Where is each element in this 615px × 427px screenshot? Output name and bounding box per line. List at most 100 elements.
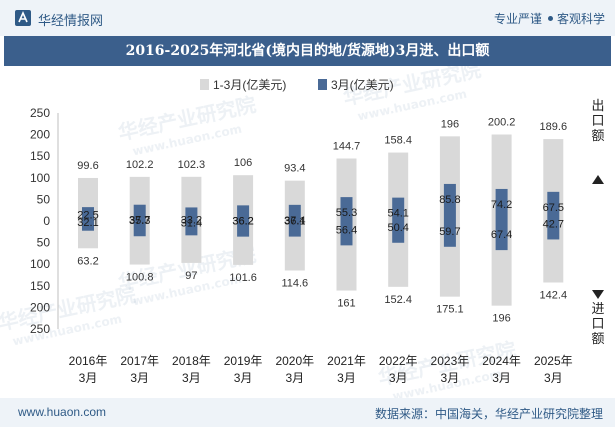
label-month-import: 36.1 bbox=[284, 216, 305, 228]
down-arrow-icon bbox=[592, 290, 604, 299]
separator-dot-icon bbox=[547, 16, 553, 22]
x-category-year: 2023年 bbox=[431, 354, 470, 368]
x-category-year: 2024年 bbox=[482, 354, 521, 368]
label-ytd-import: 114.6 bbox=[281, 278, 308, 290]
tag-objective: 客观科学 bbox=[556, 12, 605, 26]
label-ytd-export: 189.6 bbox=[540, 121, 568, 133]
label-month-import: 59.7 bbox=[439, 226, 460, 238]
header-tags: 专业严谨 客观科学 bbox=[494, 10, 605, 27]
bar-month bbox=[237, 205, 250, 237]
label-month-export: 67.5 bbox=[543, 202, 564, 214]
label-month-export: 32.1 bbox=[77, 217, 98, 229]
label-ytd-export: 144.7 bbox=[333, 140, 361, 152]
huajing-logo-icon bbox=[15, 10, 31, 26]
label-month-import: 22.5 bbox=[77, 210, 98, 222]
label-month-import: 56.4 bbox=[336, 224, 357, 236]
bar-month bbox=[82, 207, 94, 231]
bar-month bbox=[495, 188, 508, 251]
label-ytd-export: 93.4 bbox=[284, 163, 305, 175]
label-month-export: 36.2 bbox=[232, 215, 253, 227]
legend-swatch-month bbox=[318, 79, 327, 90]
y-tick-label: 100 bbox=[30, 257, 50, 271]
bar-month bbox=[288, 204, 301, 237]
export-side-label: 出 bbox=[591, 98, 604, 113]
top-header: 华经情报网 专业严谨 客观科学 bbox=[0, 0, 615, 36]
up-arrow-icon bbox=[592, 175, 604, 184]
label-month-export: 37.4 bbox=[284, 215, 305, 227]
footer-website: www.huaon.com bbox=[18, 405, 107, 419]
label-ytd-import: 152.4 bbox=[384, 294, 412, 306]
x-category-year: 2019年 bbox=[224, 354, 263, 368]
label-month-export: 85.8 bbox=[439, 194, 460, 206]
legend-label-ytd: 1-3月(亿美元) bbox=[213, 77, 286, 92]
label-ytd-export: 102.2 bbox=[126, 159, 154, 171]
legend-label-month: 3月(亿美元) bbox=[331, 77, 394, 92]
label-ytd-import: 97 bbox=[185, 270, 197, 282]
label-month-import: 35.3 bbox=[129, 215, 150, 227]
y-tick-label: 250 bbox=[30, 106, 50, 120]
x-category-year: 2016年 bbox=[69, 354, 108, 368]
x-category-year: 2020年 bbox=[275, 354, 314, 368]
x-category-month: 3月 bbox=[234, 371, 253, 385]
y-axis: 250 200 150 100 50 0 50 100 150 200 250 bbox=[30, 106, 59, 336]
label-month-export: 31.4 bbox=[181, 217, 202, 229]
export-side-label: 额 bbox=[591, 128, 604, 143]
label-month-export: 54.1 bbox=[387, 208, 408, 220]
label-month-export: 74.2 bbox=[491, 199, 512, 211]
bar-month bbox=[443, 183, 456, 247]
label-month-import: 33.2 bbox=[181, 214, 202, 226]
bar-month bbox=[340, 197, 353, 246]
label-month-import: 50.4 bbox=[387, 222, 408, 234]
label-month-export: 37.7 bbox=[129, 215, 150, 227]
x-category-month: 3月 bbox=[441, 371, 460, 385]
y-tick-label: 250 bbox=[30, 322, 50, 336]
site-name: 华经情报网 bbox=[38, 13, 104, 28]
y-tick-label: 150 bbox=[30, 149, 50, 163]
label-ytd-import: 196 bbox=[492, 313, 510, 325]
tag-professional: 专业严谨 bbox=[493, 12, 542, 26]
footer: www.huaon.com 数据来源：中国海关，华经产业研究院整理 bbox=[0, 398, 615, 427]
label-ytd-export: 196 bbox=[441, 118, 459, 130]
data-labels: 99.6 63.2 32.122.5 102.2 100.8 37.735.3 102.3 9… bbox=[77, 117, 567, 325]
x-category-year: 2021年 bbox=[327, 354, 366, 368]
bars bbox=[78, 134, 564, 306]
y-tick-label: 50 bbox=[37, 192, 51, 206]
import-side-label: 口 bbox=[591, 316, 604, 331]
y-tick-label: 200 bbox=[30, 300, 50, 314]
x-category-month: 3月 bbox=[182, 371, 201, 385]
x-category-month: 3月 bbox=[337, 371, 356, 385]
bar-month bbox=[133, 204, 146, 237]
y-tick-label: 100 bbox=[30, 171, 50, 185]
label-ytd-import: 101.6 bbox=[229, 272, 257, 284]
x-category-year: 2017年 bbox=[120, 354, 159, 368]
x-category-month: 3月 bbox=[544, 371, 563, 385]
data-source: 数据来源：中国海关，华经产业研究院整理 bbox=[374, 407, 603, 421]
chart-title: 2016-2025年河北省(境内目的地/货源地)3月进、出口额 bbox=[4, 36, 611, 66]
x-category-year: 2022年 bbox=[379, 354, 418, 368]
label-month-export: 55.3 bbox=[336, 207, 357, 219]
label-month-import: 42.7 bbox=[543, 218, 564, 230]
y-tick-label: 50 bbox=[37, 236, 51, 250]
x-category-year: 2018年 bbox=[172, 354, 211, 368]
x-category-month: 3月 bbox=[389, 371, 408, 385]
import-side-label: 进 bbox=[591, 301, 604, 316]
chart-area: 华经产业研究院www.huaon.com华经产业研究院www.huaon.com… bbox=[0, 66, 605, 398]
bar-month bbox=[547, 191, 560, 240]
label-month-import: 36.2 bbox=[232, 216, 253, 228]
label-ytd-export: 102.3 bbox=[178, 159, 206, 171]
label-ytd-import: 161 bbox=[337, 298, 355, 310]
x-category-month: 3月 bbox=[79, 371, 98, 385]
x-category-month: 3月 bbox=[130, 371, 149, 385]
x-category-year: 2025年 bbox=[534, 354, 573, 368]
y-tick-label: 0 bbox=[43, 214, 50, 228]
y-tick-label: 200 bbox=[30, 128, 50, 142]
label-ytd-import: 100.8 bbox=[126, 272, 154, 284]
export-side-label: 口 bbox=[591, 113, 604, 128]
x-axis-categories: 2016年 3月 2017年 3月 2018年 3月 2019年 3月 2020年 3月 2021年… bbox=[69, 354, 573, 385]
label-ytd-export: 99.6 bbox=[77, 160, 98, 172]
legend: 1-3月(亿美元) 3月(亿美元) bbox=[200, 77, 394, 92]
bar-month bbox=[185, 207, 198, 236]
label-ytd-export: 158.4 bbox=[384, 135, 412, 147]
x-category-month: 3月 bbox=[285, 371, 304, 385]
